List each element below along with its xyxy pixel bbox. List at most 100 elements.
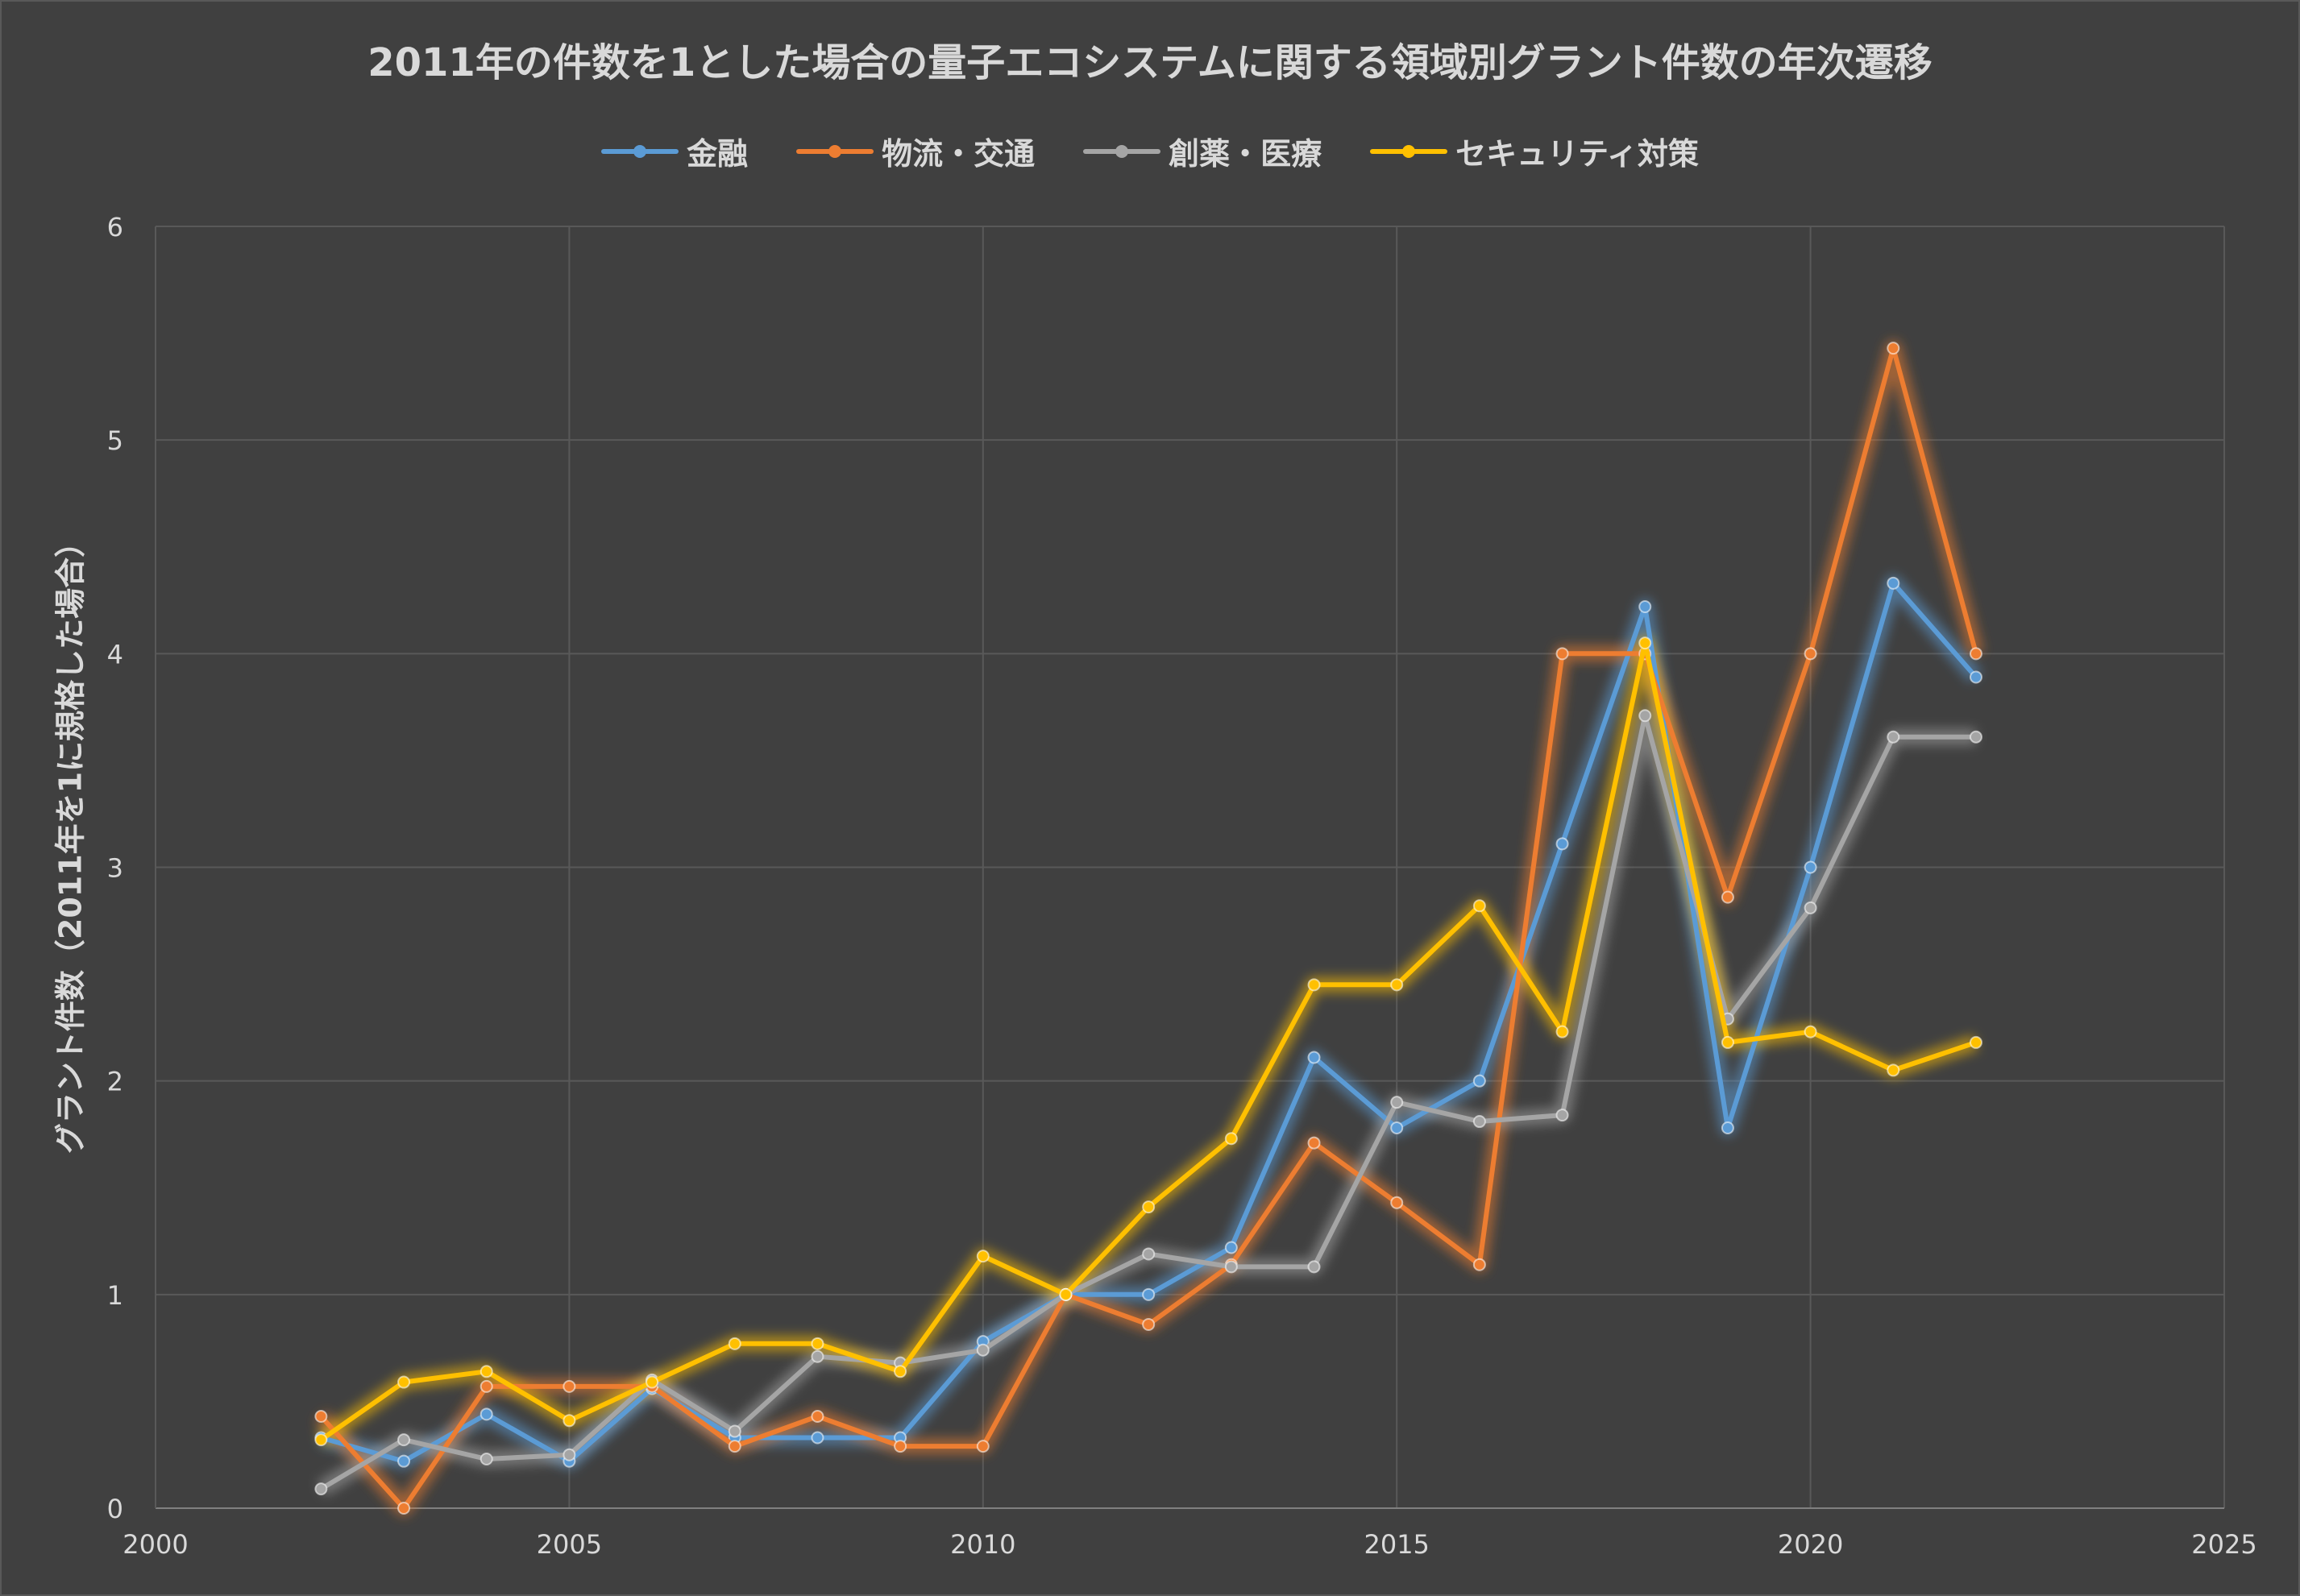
data-point (563, 1379, 576, 1393)
data-point (1224, 1260, 1238, 1274)
data-point (397, 1433, 411, 1447)
legend-swatch (1083, 144, 1161, 158)
y-tick-label: 1 (107, 1280, 123, 1311)
data-point (1472, 1115, 1486, 1129)
data-point (1969, 1035, 1982, 1049)
data-point (563, 1448, 576, 1461)
data-point (894, 1365, 907, 1378)
data-point (1390, 1121, 1404, 1135)
data-point (1142, 1317, 1156, 1331)
legend-swatch (601, 144, 679, 158)
data-point (314, 1433, 328, 1447)
data-point (1472, 1074, 1486, 1088)
data-point (1638, 599, 1652, 613)
data-point (1555, 1025, 1569, 1038)
data-point (1638, 636, 1652, 650)
data-point (397, 1454, 411, 1468)
data-point (1721, 1035, 1734, 1049)
data-point (728, 1440, 741, 1453)
data-point (1804, 1025, 1817, 1038)
legend-item: 創薬・医療 (1083, 129, 1322, 173)
data-point (1142, 1287, 1156, 1301)
legend-item: 物流・交通 (796, 129, 1035, 173)
data-point (1555, 1109, 1569, 1122)
data-point (1390, 978, 1404, 992)
x-tick-label: 2020 (1778, 1529, 1843, 1560)
data-point (1887, 730, 1900, 744)
y-tick-label: 0 (107, 1494, 123, 1524)
data-point (397, 1375, 411, 1389)
data-point (811, 1337, 824, 1350)
data-point (976, 1440, 990, 1453)
legend-label: セキュリティ対策 (1455, 136, 1699, 172)
data-point (1059, 1287, 1073, 1301)
legend-swatch (1370, 144, 1448, 158)
x-tick-label: 2025 (2191, 1529, 2256, 1560)
data-point (480, 1453, 493, 1466)
x-tick-label: 2005 (537, 1529, 602, 1560)
data-point (397, 1502, 411, 1515)
chart-title: 2011年の件数を1とした場合の量子エコシステムに関する領域別グラント件数の年次… (367, 40, 1933, 85)
data-point (1307, 1260, 1321, 1274)
data-point (1307, 1136, 1321, 1150)
data-point (1390, 1196, 1404, 1209)
tick-labels: 0 1 2 3 4 5 6 2000 2005 2010 2015 2020 2025 (107, 212, 2257, 1560)
x-tick-label: 2000 (122, 1529, 188, 1560)
y-tick-label: 4 (107, 639, 123, 669)
data-point (728, 1424, 741, 1438)
data-point (811, 1349, 824, 1363)
data-point (1555, 837, 1569, 851)
x-tick-label: 2015 (1364, 1529, 1429, 1560)
y-tick-label: 3 (107, 853, 123, 884)
data-point (1887, 342, 1900, 355)
data-point (1804, 647, 1817, 661)
data-point (480, 1379, 493, 1393)
data-point (314, 1409, 328, 1423)
data-point (976, 1343, 990, 1357)
legend-label: 金融 (687, 136, 749, 172)
data-point (1472, 1258, 1486, 1271)
data-point (1638, 709, 1652, 723)
x-tick-label: 2010 (950, 1529, 1015, 1560)
y-tick-label: 2 (107, 1067, 123, 1097)
data-point (1307, 1051, 1321, 1064)
data-point (976, 1250, 990, 1263)
legend-item: 金融 (601, 129, 748, 173)
data-point (563, 1414, 576, 1428)
y-tick-label: 6 (107, 212, 123, 243)
legend: 金融 物流・交通 創薬・医療 セキュリティ対策 (0, 129, 2300, 173)
data-point (1224, 1241, 1238, 1254)
data-point (1142, 1247, 1156, 1261)
data-point (811, 1409, 824, 1423)
legend-item: セキュリティ対策 (1370, 129, 1699, 173)
data-point (1555, 647, 1569, 661)
data-point (1804, 901, 1817, 914)
data-point (480, 1407, 493, 1421)
series-lines (314, 342, 1982, 1515)
legend-swatch (796, 144, 874, 158)
y-tick-label: 5 (107, 425, 123, 456)
data-point (1887, 576, 1900, 590)
data-point (1142, 1200, 1156, 1214)
data-point (1969, 730, 1982, 744)
data-point (1969, 670, 1982, 684)
axes (155, 226, 2224, 1509)
gridlines (156, 226, 2225, 1508)
data-point (811, 1431, 824, 1445)
data-point (728, 1337, 741, 1350)
data-point (894, 1440, 907, 1453)
legend-label: 物流・交通 (882, 136, 1036, 172)
data-point (1721, 1121, 1734, 1135)
data-point (1887, 1063, 1900, 1077)
data-point (1390, 1096, 1404, 1109)
data-point (480, 1365, 493, 1378)
legend-label: 創薬・医療 (1169, 136, 1322, 172)
data-point (314, 1482, 328, 1496)
data-point (1472, 899, 1486, 913)
data-point (1224, 1132, 1238, 1146)
data-point (646, 1375, 659, 1389)
data-point (1969, 647, 1982, 661)
data-point (1804, 860, 1817, 874)
data-point (1307, 978, 1321, 992)
